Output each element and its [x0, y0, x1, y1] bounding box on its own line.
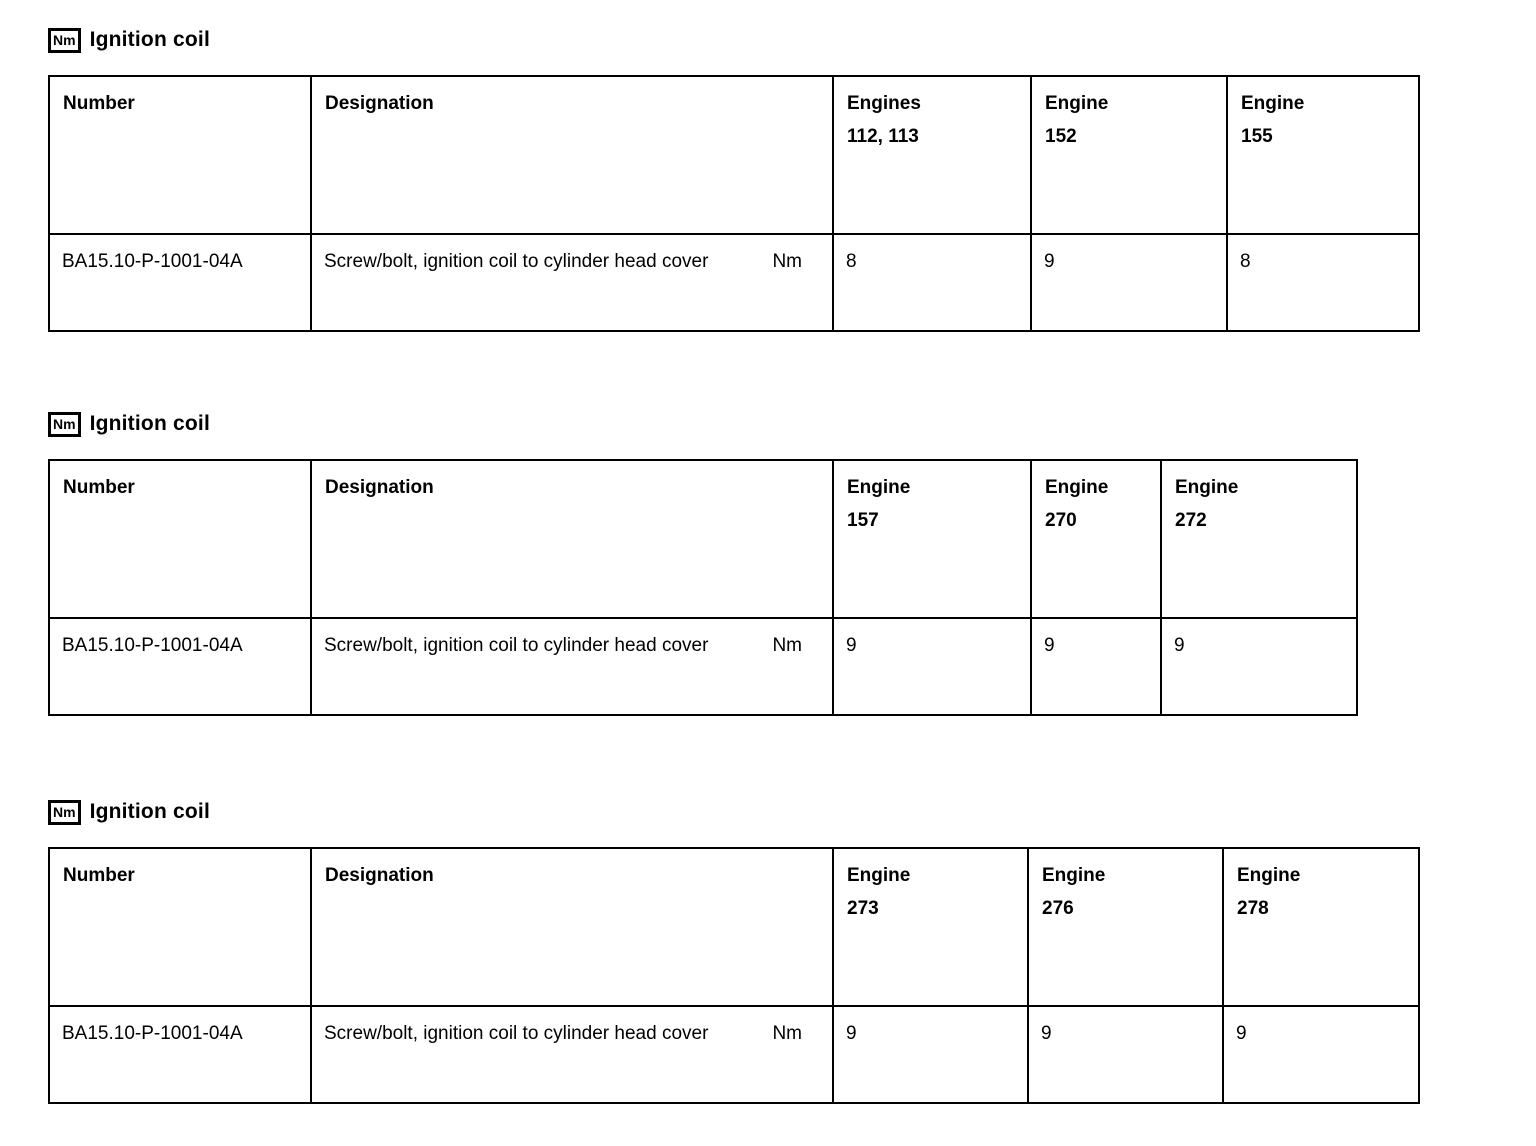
torque-value-cell: 8 — [832, 233, 1032, 332]
torque-value-cell: 9 — [1030, 617, 1162, 716]
engine-number: 157 — [847, 510, 879, 531]
header-row: Number Designation Engine 273 Engine 276… — [48, 847, 1420, 1007]
unit-label: Nm — [772, 635, 802, 656]
unit-label: Nm — [772, 1023, 802, 1044]
engine-label: Engines — [847, 93, 921, 114]
engine-label: Engine — [1237, 865, 1301, 886]
engine-number: 278 — [1237, 898, 1269, 919]
torque-value-cell: 9 — [832, 1005, 1029, 1104]
engine-label: Engine — [1175, 477, 1239, 498]
engine-label: Engine — [847, 865, 911, 886]
torque-value-cell: 9 — [1160, 617, 1358, 716]
table-row: BA15.10-P-1001-04A Screw/bolt, ignition … — [48, 1005, 1420, 1104]
designation-text: Screw/bolt, ignition coil to cylinder he… — [324, 251, 709, 272]
engine-number: 155 — [1241, 126, 1273, 147]
section-title: Ignition coil — [89, 412, 210, 435]
col-header-number: Number — [48, 459, 312, 619]
col-header-designation: Designation — [310, 75, 834, 235]
engine-number: 273 — [847, 898, 879, 919]
designation-text: Screw/bolt, ignition coil to cylinder he… — [324, 1023, 709, 1044]
torque-table: Number Designation Engine 157 Engine 270… — [48, 459, 1358, 716]
engine-number: 152 — [1045, 126, 1077, 147]
number-cell: BA15.10-P-1001-04A — [48, 233, 312, 332]
section-ignition-coil-2: Nm Ignition coil Number Designation Engi… — [48, 410, 1536, 716]
col-header-designation: Designation — [310, 459, 834, 619]
torque-table: Number Designation Engines 112, 113 Engi… — [48, 75, 1420, 332]
col-header-engine: Engine 152 — [1030, 75, 1228, 235]
designation-cell: Screw/bolt, ignition coil to cylinder he… — [310, 233, 834, 332]
header-row: Number Designation Engine 157 Engine 270… — [48, 459, 1358, 619]
number-cell: BA15.10-P-1001-04A — [48, 1005, 312, 1104]
col-header-engine: Engine 270 — [1030, 459, 1162, 619]
nm-torque-icon: Nm — [48, 799, 81, 825]
engine-label: Engine — [847, 477, 911, 498]
engine-label: Engine — [1241, 93, 1305, 114]
col-header-designation: Designation — [310, 847, 834, 1007]
torque-table: Number Designation Engine 273 Engine 276… — [48, 847, 1420, 1104]
table-row: BA15.10-P-1001-04A Screw/bolt, ignition … — [48, 233, 1420, 332]
nm-torque-icon: Nm — [48, 411, 81, 437]
torque-value-cell: 9 — [1027, 1005, 1224, 1104]
section-title-row: Nm Ignition coil — [48, 798, 1536, 826]
section-title: Ignition coil — [89, 800, 210, 823]
engine-label: Engine — [1045, 477, 1109, 498]
engine-label: Engine — [1045, 93, 1109, 114]
section-ignition-coil-3: Nm Ignition coil Number Designation Engi… — [48, 798, 1536, 1104]
col-header-engine: Engine 276 — [1027, 847, 1224, 1007]
torque-value-cell: 9 — [1030, 233, 1228, 332]
section-ignition-coil-1: Nm Ignition coil Number Designation Engi… — [48, 26, 1536, 332]
engine-label: Engine — [1042, 865, 1106, 886]
designation-text: Screw/bolt, ignition coil to cylinder he… — [324, 635, 709, 656]
col-header-engine: Engines 112, 113 — [832, 75, 1032, 235]
section-title-row: Nm Ignition coil — [48, 410, 1536, 438]
col-header-engine: Engine 272 — [1160, 459, 1358, 619]
section-title-row: Nm Ignition coil — [48, 26, 1536, 54]
header-row: Number Designation Engines 112, 113 Engi… — [48, 75, 1420, 235]
section-title: Ignition coil — [89, 28, 210, 51]
torque-value-cell: 9 — [832, 617, 1032, 716]
designation-cell: Screw/bolt, ignition coil to cylinder he… — [310, 617, 834, 716]
col-header-number: Number — [48, 75, 312, 235]
table-row: BA15.10-P-1001-04A Screw/bolt, ignition … — [48, 617, 1358, 716]
col-header-engine: Engine 273 — [832, 847, 1029, 1007]
engine-number: 272 — [1175, 510, 1207, 531]
engine-number: 112, 113 — [847, 126, 919, 147]
col-header-engine: Engine 278 — [1222, 847, 1420, 1007]
designation-cell: Screw/bolt, ignition coil to cylinder he… — [310, 1005, 834, 1104]
engine-number: 276 — [1042, 898, 1074, 919]
torque-value-cell: 8 — [1226, 233, 1420, 332]
col-header-engine: Engine 157 — [832, 459, 1032, 619]
nm-torque-icon: Nm — [48, 27, 81, 53]
engine-number: 270 — [1045, 510, 1077, 531]
torque-value-cell: 9 — [1222, 1005, 1420, 1104]
col-header-engine: Engine 155 — [1226, 75, 1420, 235]
col-header-number: Number — [48, 847, 312, 1007]
unit-label: Nm — [772, 251, 802, 272]
number-cell: BA15.10-P-1001-04A — [48, 617, 312, 716]
